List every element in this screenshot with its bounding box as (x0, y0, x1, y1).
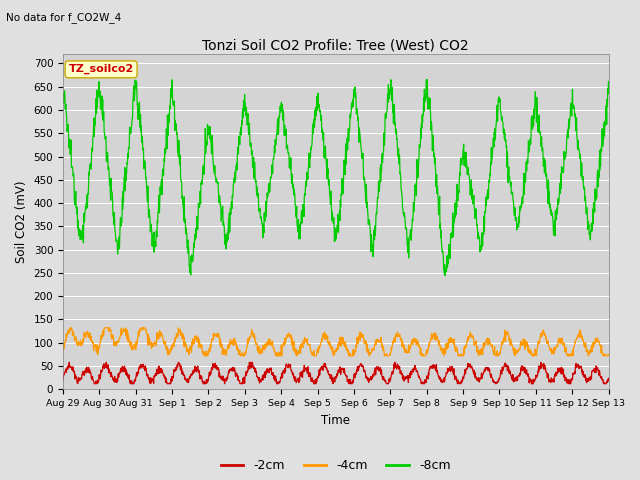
Text: No data for f_CO2W_4: No data for f_CO2W_4 (6, 12, 122, 23)
-8cm (441, 273, 449, 278)
-4cm (66, 325, 74, 331)
-4cm (312, 353, 320, 359)
Line: -8cm: -8cm (63, 80, 609, 276)
-4cm (371, 347, 378, 352)
-8cm (101, 136, 109, 142)
-4cm (605, 352, 612, 358)
-2cm (90, 381, 98, 386)
-8cm (312, 105, 319, 110)
-4cm (291, 347, 299, 352)
-2cm (59, 377, 67, 383)
-8cm (124, 161, 131, 167)
-4cm (303, 338, 310, 344)
-2cm (102, 361, 110, 367)
-8cm (369, 250, 377, 255)
-8cm (59, 95, 67, 101)
-2cm (65, 360, 73, 365)
-8cm (605, 79, 612, 84)
Line: -4cm: -4cm (63, 328, 609, 356)
-8cm (302, 179, 310, 184)
-4cm (102, 325, 109, 331)
-4cm (200, 353, 208, 359)
Line: -2cm: -2cm (63, 362, 609, 384)
Text: TZ_soilco2: TZ_soilco2 (68, 64, 134, 74)
-2cm (291, 376, 299, 382)
-2cm (371, 370, 378, 375)
X-axis label: Time: Time (321, 414, 350, 427)
-2cm (124, 372, 132, 378)
Legend: -2cm, -4cm, -8cm: -2cm, -4cm, -8cm (216, 454, 456, 477)
-2cm (303, 367, 310, 372)
-4cm (59, 345, 67, 350)
-8cm (291, 190, 298, 195)
-2cm (605, 375, 612, 381)
-4cm (124, 330, 132, 336)
Y-axis label: Soil CO2 (mV): Soil CO2 (mV) (15, 180, 28, 263)
-8cm (387, 77, 395, 83)
-2cm (312, 376, 320, 382)
Title: Tonzi Soil CO2 Profile: Tree (West) CO2: Tonzi Soil CO2 Profile: Tree (West) CO2 (202, 39, 469, 53)
